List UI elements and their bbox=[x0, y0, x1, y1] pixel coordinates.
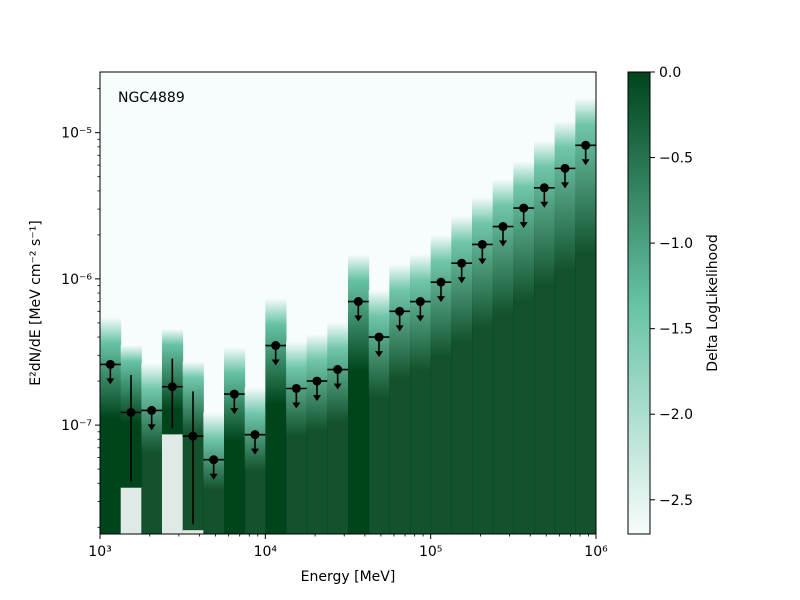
likelihood-band bbox=[430, 235, 452, 534]
data-point bbox=[147, 405, 157, 415]
data-point bbox=[436, 277, 446, 287]
x-tick-label: 10³ bbox=[88, 544, 111, 560]
likelihood-band bbox=[368, 289, 390, 534]
data-point bbox=[560, 163, 570, 173]
data-point bbox=[457, 258, 467, 268]
x-tick-label: 10⁶ bbox=[584, 544, 608, 560]
band-low-region bbox=[161, 434, 184, 534]
upper-limit-arrow bbox=[106, 378, 115, 385]
upper-limit-arrow bbox=[333, 383, 342, 390]
likelihood-band bbox=[389, 264, 411, 534]
upper-limit-arrow bbox=[209, 473, 218, 480]
upper-limit-arrow bbox=[375, 351, 384, 358]
band-low-region bbox=[120, 487, 142, 534]
data-point bbox=[229, 389, 239, 399]
data-point bbox=[539, 183, 549, 193]
data-point bbox=[374, 332, 384, 342]
plot-frame bbox=[99, 71, 597, 535]
x-axis-label: Energy [MeV] bbox=[301, 569, 396, 585]
upper-limit-arrow bbox=[540, 201, 549, 208]
data-point bbox=[581, 140, 591, 150]
likelihood-band bbox=[492, 179, 514, 534]
data-point bbox=[250, 430, 260, 440]
axes-frame bbox=[99, 71, 597, 535]
x-axis: 10³ 10⁴ 10⁵ 10⁶ bbox=[88, 534, 608, 560]
data-point bbox=[477, 239, 487, 249]
data-point bbox=[415, 297, 425, 307]
data-point bbox=[395, 306, 405, 316]
likelihood-bands bbox=[100, 98, 597, 535]
likelihood-band bbox=[554, 121, 576, 534]
upper-limit-arrow bbox=[230, 408, 239, 415]
likelihood-band bbox=[348, 254, 370, 534]
likelihood-band bbox=[285, 341, 308, 534]
data-point bbox=[209, 455, 219, 465]
likelihood-band bbox=[451, 216, 473, 535]
upper-limit-arrow bbox=[478, 258, 487, 265]
likelihood-band bbox=[327, 322, 349, 534]
x-tick-label: 10⁵ bbox=[419, 544, 442, 560]
data-points bbox=[100, 140, 596, 525]
upper-limit-arrow bbox=[416, 315, 425, 322]
colorbar-tick-label: −0.5 bbox=[659, 151, 693, 167]
band-low-region bbox=[182, 530, 204, 534]
upper-limit-arrow bbox=[312, 395, 321, 402]
likelihood-band bbox=[409, 254, 432, 534]
upper-limit-arrow bbox=[251, 448, 260, 455]
likelihood-band bbox=[265, 298, 287, 534]
likelihood-band bbox=[534, 140, 556, 534]
data-point bbox=[271, 341, 281, 351]
colorbar-tick-label: 0.0 bbox=[659, 65, 681, 81]
colorbar-label: Delta LogLikelihood bbox=[705, 234, 721, 371]
source-annotation: NGC4889 bbox=[118, 90, 185, 106]
x-tick-label: 10⁴ bbox=[254, 544, 278, 560]
upper-limit-arrow bbox=[581, 159, 590, 166]
upper-limit-arrow bbox=[354, 315, 363, 322]
y-axis: 10⁻⁷ 10⁻⁶ 10⁻⁵ bbox=[61, 88, 100, 528]
data-point bbox=[188, 431, 198, 441]
likelihood-band bbox=[100, 317, 122, 534]
upper-limit-arrow bbox=[147, 424, 156, 431]
data-point bbox=[105, 359, 115, 369]
likelihood-band bbox=[223, 346, 246, 534]
upper-limit-arrow bbox=[519, 222, 528, 229]
data-point bbox=[312, 376, 322, 386]
colorbar-tick-label: −1.0 bbox=[659, 236, 693, 252]
y-axis-label: E²dN/dE [MeV cm⁻² s⁻¹] bbox=[28, 220, 44, 385]
colorbar-tick-label: −2.5 bbox=[659, 493, 693, 509]
upper-limit-arrow bbox=[395, 325, 404, 332]
data-point bbox=[291, 383, 301, 393]
data-point bbox=[333, 365, 343, 375]
y-tick-label: 10⁻⁶ bbox=[61, 272, 92, 288]
upper-limit-arrow bbox=[457, 277, 466, 284]
likelihood-band bbox=[472, 197, 494, 534]
upper-limit-arrow bbox=[292, 402, 301, 409]
upper-limit-arrow bbox=[436, 296, 445, 303]
y-tick-label: 10⁻⁵ bbox=[61, 126, 92, 142]
data-point bbox=[167, 382, 177, 392]
data-point bbox=[498, 222, 508, 232]
likelihood-band bbox=[575, 98, 597, 534]
upper-limit-arrow bbox=[561, 182, 570, 189]
colorbar-tick-label: −1.5 bbox=[659, 322, 693, 338]
likelihood-band bbox=[244, 387, 266, 534]
colorbar: 0.0 −0.5 −1.0 −1.5 −2.0 −2.5 bbox=[627, 65, 693, 535]
colorbar-gradient bbox=[627, 71, 651, 535]
data-point bbox=[126, 407, 136, 417]
likelihood-band bbox=[141, 363, 163, 534]
colorbar-tick-label: −2.0 bbox=[659, 407, 693, 423]
upper-limit-arrow bbox=[499, 240, 507, 247]
data-point bbox=[353, 297, 363, 307]
likelihood-band bbox=[513, 160, 535, 534]
likelihood-band bbox=[306, 333, 328, 534]
data-point bbox=[519, 203, 529, 213]
y-tick-label: 10⁻⁷ bbox=[61, 418, 92, 434]
upper-limit-arrow bbox=[271, 359, 280, 366]
